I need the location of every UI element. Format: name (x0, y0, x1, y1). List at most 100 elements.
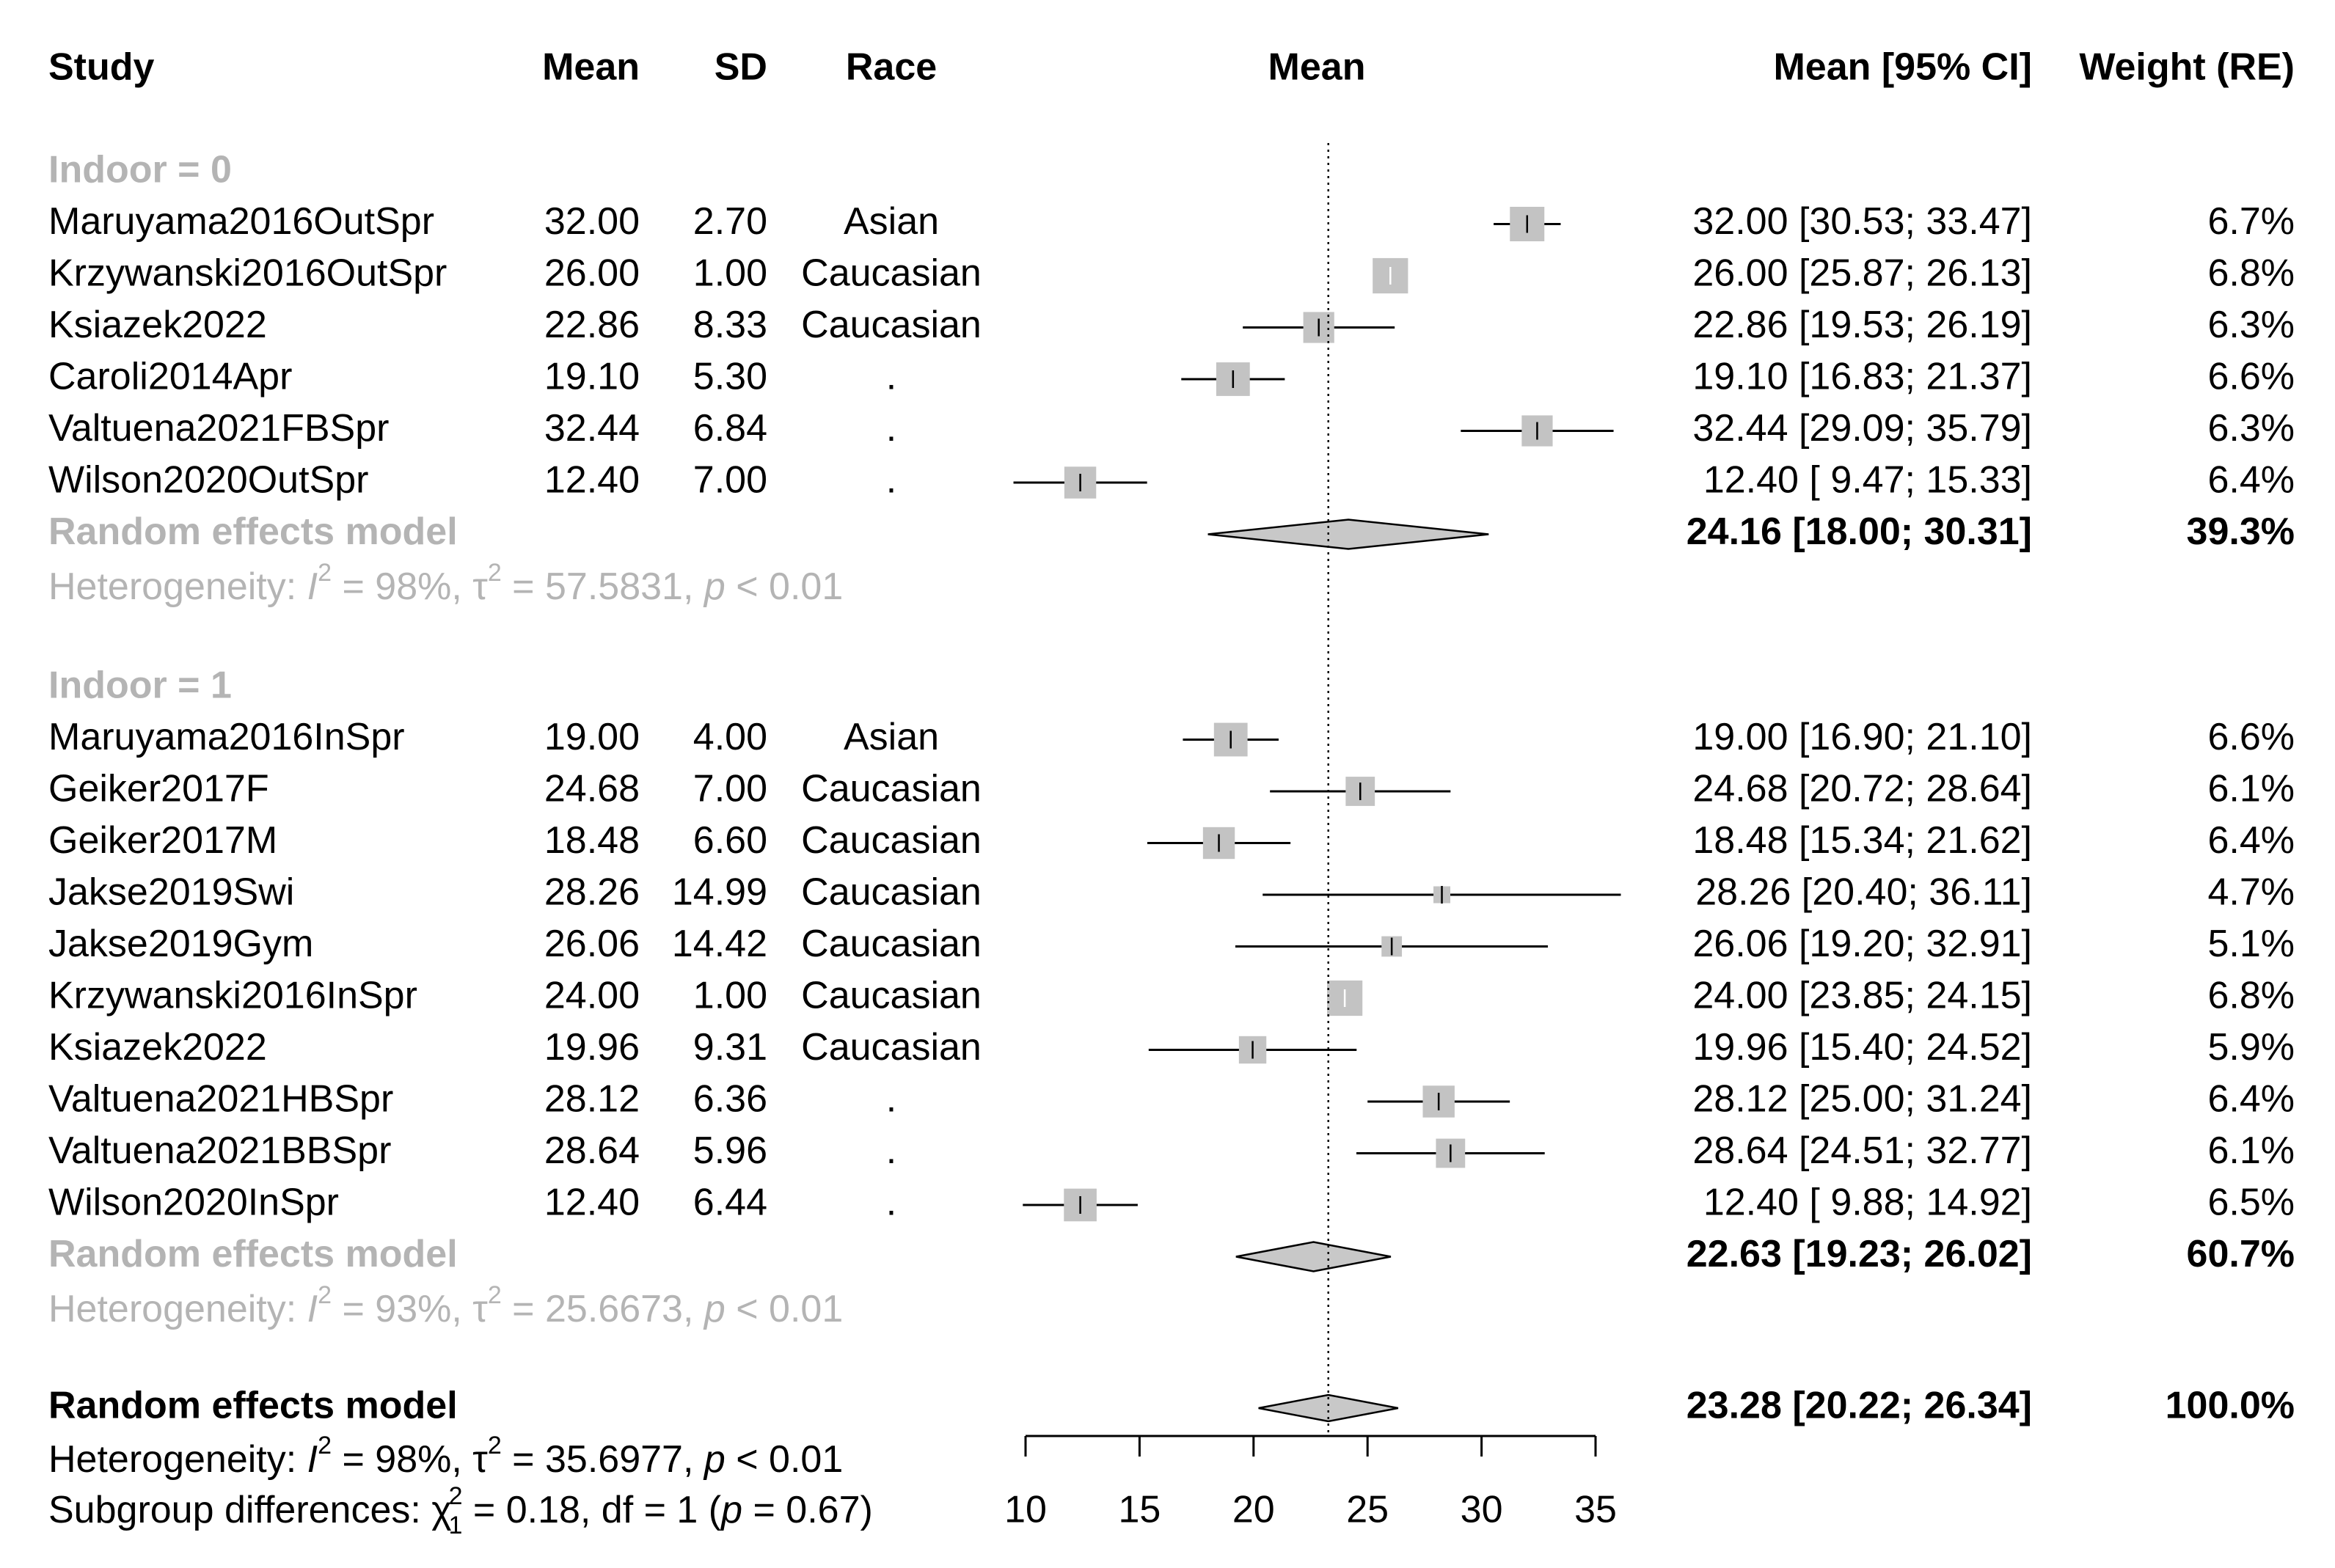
study-weight: 6.3% (2207, 407, 2295, 450)
overall-diamond (1258, 1393, 1399, 1423)
study-name: Geiker2017F (48, 768, 269, 810)
subgroup-model-ci: 22.63 [19.23; 26.02] (1687, 1233, 2032, 1275)
study-mean: 12.40 (544, 1182, 640, 1224)
subgroup-model-weight: 60.7% (2187, 1233, 2295, 1275)
header-plot-mean: Mean (1268, 46, 1366, 89)
x-tick-label: 25 (1346, 1489, 1389, 1531)
study-mean: 24.00 (544, 975, 640, 1017)
study-sd: 14.99 (672, 871, 767, 914)
header-study: Study (48, 46, 155, 89)
study-ci: 12.40 [ 9.47; 15.33] (1703, 459, 2032, 502)
study-weight: 6.4% (2207, 459, 2295, 502)
x-tick-label: 15 (1118, 1489, 1161, 1531)
subgroup-label: Indoor = 0 (48, 149, 232, 191)
study-sd: 8.33 (693, 304, 767, 346)
study-ci: 19.96 [15.40; 24.52] (1692, 1026, 2032, 1069)
study-sd: 14.42 (672, 923, 767, 965)
study-mean: 19.10 (544, 356, 640, 398)
study-race: Caucasian (801, 975, 982, 1017)
study-ci: 12.40 [ 9.88; 14.92] (1703, 1182, 2032, 1224)
overall-heterogeneity: Heterogeneity: I2 = 98%, τ2 = 35.6977, p… (48, 1432, 843, 1481)
study-race: Caucasian (801, 819, 982, 862)
overall-model-ci: 23.28 [20.22; 26.34] (1687, 1385, 2032, 1427)
study-sd: 6.44 (693, 1182, 767, 1224)
study-weight: 6.1% (2207, 1129, 2295, 1172)
header-mean: Mean (542, 46, 640, 89)
study-name: Geiker2017M (48, 819, 277, 862)
study-sd: 5.30 (693, 356, 767, 398)
subgroup-diamond (1207, 519, 1489, 550)
study-name: Ksiazek2022 (48, 1026, 267, 1069)
study-ci: 26.00 [25.87; 26.13] (1692, 252, 2032, 295)
header-race: Race (846, 46, 937, 89)
study-name: Maruyama2016OutSpr (48, 200, 434, 243)
study-mean: 19.96 (544, 1026, 640, 1069)
subgroup-label: Indoor = 1 (48, 664, 232, 707)
study-name: Maruyama2016InSpr (48, 716, 405, 758)
study-race: . (886, 356, 896, 398)
study-mean: 18.48 (544, 819, 640, 862)
study-weight: 5.9% (2207, 1026, 2295, 1069)
study-mean: 32.00 (544, 200, 640, 243)
study-name: Ksiazek2022 (48, 304, 267, 346)
study-race: . (886, 1129, 896, 1172)
study-weight: 6.3% (2207, 304, 2295, 346)
study-sd: 7.00 (693, 459, 767, 502)
study-mean: 28.12 (544, 1078, 640, 1121)
study-race: Asian (844, 200, 939, 243)
study-mean: 26.06 (544, 923, 640, 965)
subgroup-heterogeneity: Heterogeneity: I2 = 93%, τ2 = 25.6673, p… (48, 1281, 843, 1330)
study-weight: 4.7% (2207, 871, 2295, 914)
study-weight: 6.4% (2207, 819, 2295, 862)
study-race: . (886, 1078, 896, 1121)
subgroup-model-weight: 39.3% (2187, 510, 2295, 553)
x-tick-label: 35 (1574, 1489, 1617, 1531)
subgroup-heterogeneity: Heterogeneity: I2 = 98%, τ2 = 57.5831, p… (48, 559, 843, 608)
x-tick-label: 20 (1232, 1489, 1275, 1531)
study-name: Jakse2019Gym (48, 923, 313, 965)
study-ci: 28.26 [20.40; 36.11] (1695, 871, 2032, 914)
study-mean: 32.44 (544, 407, 640, 450)
header-weight: Weight (RE) (2079, 46, 2295, 89)
study-race: Caucasian (801, 1026, 982, 1069)
study-sd: 7.00 (693, 768, 767, 810)
header-sd: SD (715, 46, 767, 89)
study-name: Valtuena2021HBSpr (48, 1078, 393, 1121)
study-ci: 32.44 [29.09; 35.79] (1692, 407, 2032, 450)
study-name: Caroli2014Apr (48, 356, 292, 398)
study-sd: 1.00 (693, 975, 767, 1017)
study-weight: 6.1% (2207, 768, 2295, 810)
study-sd: 5.96 (693, 1129, 767, 1172)
x-tick-label: 10 (1004, 1489, 1047, 1531)
study-weight: 6.5% (2207, 1182, 2295, 1224)
study-weight: 6.7% (2207, 200, 2295, 243)
study-ci: 28.12 [25.00; 31.24] (1692, 1078, 2032, 1121)
study-mean: 22.86 (544, 304, 640, 346)
study-ci: 19.00 [16.90; 21.10] (1692, 716, 2032, 758)
study-race: . (886, 407, 896, 450)
study-sd: 9.31 (693, 1026, 767, 1069)
study-sd: 6.60 (693, 819, 767, 862)
study-mean: 28.64 (544, 1129, 640, 1172)
study-mean: 19.00 (544, 716, 640, 758)
study-race: . (886, 459, 896, 502)
study-ci: 22.86 [19.53; 26.19] (1692, 304, 2032, 346)
study-race: Asian (844, 716, 939, 758)
study-weight: 6.8% (2207, 975, 2295, 1017)
study-mean: 26.00 (544, 252, 640, 295)
study-name: Valtuena2021BBSpr (48, 1129, 391, 1172)
study-mean: 28.26 (544, 871, 640, 914)
study-sd: 6.84 (693, 407, 767, 450)
study-ci: 18.48 [15.34; 21.62] (1692, 819, 2032, 862)
study-name: Krzywanski2016InSpr (48, 975, 417, 1017)
x-tick-label: 30 (1461, 1489, 1503, 1531)
study-sd: 2.70 (693, 200, 767, 243)
study-name: Jakse2019Swi (48, 871, 294, 914)
study-weight: 6.4% (2207, 1078, 2295, 1121)
subgroup-diamond (1235, 1241, 1392, 1272)
study-name: Krzywanski2016OutSpr (48, 252, 447, 295)
study-ci: 32.00 [30.53; 33.47] (1692, 200, 2032, 243)
study-sd: 6.36 (693, 1078, 767, 1121)
study-name: Wilson2020InSpr (48, 1182, 339, 1224)
